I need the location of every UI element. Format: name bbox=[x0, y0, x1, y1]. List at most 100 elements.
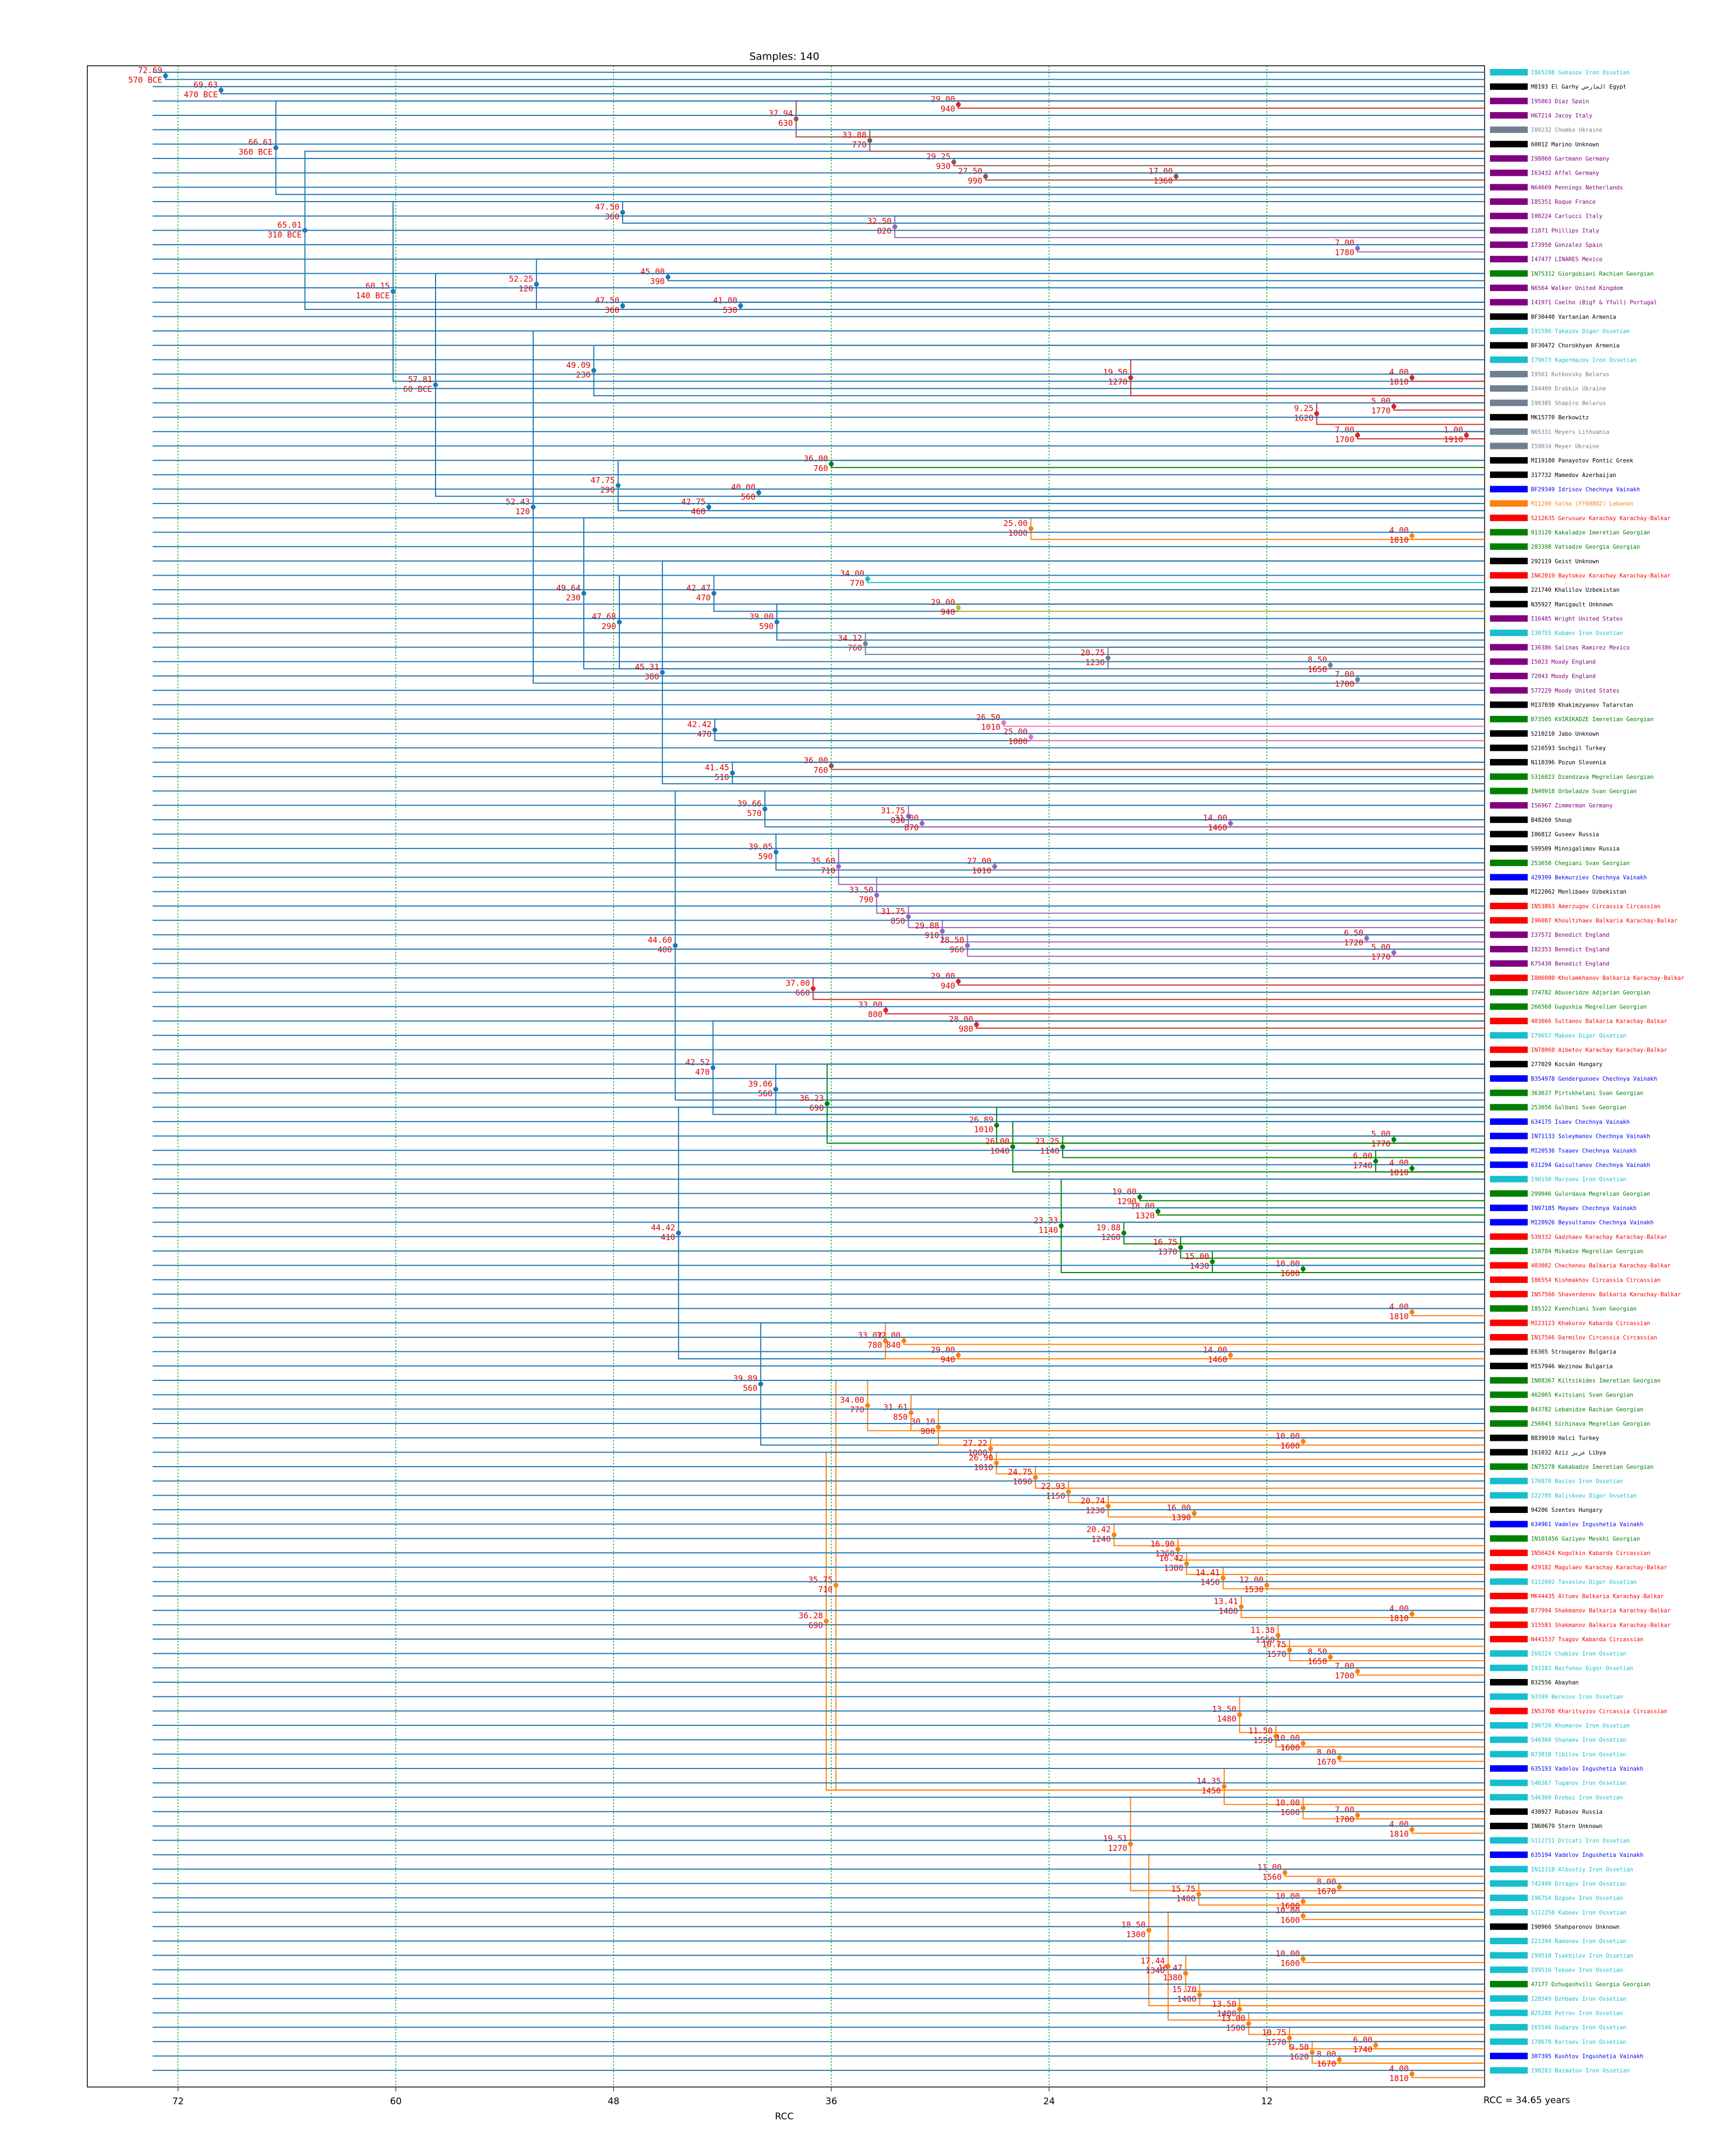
leaf-color-swatch bbox=[1490, 2053, 1528, 2060]
clade-branch bbox=[775, 833, 1485, 871]
leaf-color-swatch bbox=[1490, 673, 1528, 680]
x-tick-label: 36 bbox=[825, 2096, 837, 2107]
clade-node bbox=[1409, 375, 1414, 381]
clade-branch bbox=[953, 158, 1485, 167]
clade-branch bbox=[1157, 1207, 1485, 1216]
node-rcc-label: 15.70 bbox=[1172, 1985, 1196, 1994]
node-year-label: 470 bbox=[695, 1067, 710, 1077]
leaf-color-swatch bbox=[1490, 342, 1528, 349]
clade-branch bbox=[1186, 1552, 1485, 1575]
clade-node bbox=[1246, 2021, 1251, 2026]
node-year-label: 1260 bbox=[1101, 1233, 1121, 1242]
leaf-label: 913120 Kakaladze Imeretian Georgian bbox=[1531, 529, 1650, 536]
clade-branch bbox=[996, 1452, 1485, 1475]
node-rcc-label: 22.93 bbox=[1041, 1482, 1065, 1491]
clade-node bbox=[992, 864, 997, 869]
clade-branch bbox=[1175, 172, 1485, 181]
leaf-label: I1871 Phillips Italy bbox=[1531, 227, 1599, 234]
node-year-label: 390 bbox=[650, 277, 665, 286]
x-axis-ticks: 72 60 48 36 24 12 bbox=[172, 2087, 1273, 2107]
node-year-label: 460 bbox=[691, 507, 706, 516]
leaf-label: MI20926 Beysultanov Chechnya Vainakh bbox=[1531, 1220, 1654, 1226]
node-rcc-label: 5.00 bbox=[1371, 943, 1391, 952]
leaf-label: I90283 Baimatov Iron Ossetian bbox=[1531, 2068, 1630, 2074]
leaf-label: E6365 Strougarov Bulgaria bbox=[1531, 1349, 1616, 1356]
node-rcc-label: 47.50 bbox=[595, 202, 619, 212]
node-rcc-label: 10.00 bbox=[1275, 1259, 1300, 1268]
leaf-color-swatch bbox=[1490, 1895, 1528, 1902]
leaf-color-swatch bbox=[1490, 1736, 1528, 1743]
leaf-color-swatch bbox=[1490, 1434, 1528, 1441]
leaf-color-swatch bbox=[1490, 845, 1528, 852]
clade-node bbox=[1409, 533, 1414, 538]
leaf-color-swatch bbox=[1490, 1363, 1528, 1370]
clade-node bbox=[1287, 1647, 1292, 1653]
clade-branch bbox=[1393, 402, 1485, 411]
leaf-label: I90385 Shapiro Belarus bbox=[1531, 400, 1606, 406]
node-year-label: 1270 bbox=[1108, 1843, 1127, 1853]
node-rcc-label: 14.35 bbox=[1197, 1776, 1221, 1786]
node-year-label: 1770 bbox=[1371, 406, 1391, 416]
leaf-label: I63432 Affel Germany bbox=[1531, 170, 1599, 177]
clade-node bbox=[1337, 1755, 1342, 1760]
node-year-label: 1460 bbox=[1208, 1355, 1227, 1364]
node-rcc-label: 40.00 bbox=[731, 482, 755, 492]
leaf-color-swatch bbox=[1490, 1808, 1528, 1815]
node-year-label: 570 bbox=[747, 808, 762, 818]
leaf-color-swatch bbox=[1490, 227, 1528, 234]
node-rcc-label: 49.09 bbox=[566, 360, 590, 370]
clade-branch bbox=[937, 1408, 1485, 1446]
node-year-label: 1240 bbox=[1091, 1535, 1110, 1544]
clade-branch bbox=[795, 100, 1485, 138]
node-rcc-label: 11.00 bbox=[1258, 1862, 1282, 1872]
node-rcc-label: 27.00 bbox=[967, 856, 991, 866]
clade-branch bbox=[1411, 1609, 1485, 1619]
leaf-label: 256043 Sichinava Megrelian Georgian bbox=[1531, 1421, 1650, 1427]
node-year-label: 940 bbox=[941, 1355, 955, 1364]
clade-branch bbox=[838, 848, 1485, 885]
x-tick-label: 72 bbox=[172, 2096, 184, 2107]
clade-branch bbox=[1177, 1538, 1485, 1561]
leaf-label: 363637 Pirtskhelani Svan Georgian bbox=[1531, 1090, 1644, 1097]
clade-node bbox=[1300, 1899, 1306, 1904]
leaf-color-swatch bbox=[1490, 1507, 1528, 1513]
clade-branch bbox=[1266, 1581, 1485, 1590]
leaf-color-swatch bbox=[1490, 529, 1528, 536]
leaf-label: I28549 Dzhbaev Iron Ossetian bbox=[1531, 1996, 1626, 2002]
clade-node bbox=[762, 806, 768, 812]
clade-node bbox=[1010, 1144, 1016, 1150]
leaf-label: I98060 Gartmann Germany bbox=[1531, 156, 1609, 162]
node-rcc-label: 31.75 bbox=[881, 806, 905, 816]
node-year-label: 230 bbox=[576, 370, 590, 379]
leaf-color-swatch bbox=[1490, 1952, 1528, 1959]
clade-node bbox=[738, 303, 743, 308]
node-rcc-label: 42.42 bbox=[687, 720, 712, 729]
clade-node bbox=[974, 1022, 979, 1027]
leaf-color-swatch bbox=[1490, 2009, 1528, 2016]
node-year-label: 770 bbox=[850, 578, 864, 588]
node-year-label: 1600 bbox=[1280, 1743, 1300, 1752]
leaf-color-swatch bbox=[1490, 1449, 1528, 1456]
leaf-label: IN60679 Stern Unknown bbox=[1531, 1823, 1603, 1830]
node-year-label: 1600 bbox=[1280, 1268, 1300, 1278]
clade-node bbox=[1174, 174, 1179, 179]
leaf-color-swatch bbox=[1490, 1420, 1528, 1427]
leaf-color-swatch bbox=[1490, 816, 1528, 823]
node-rcc-label: 13.50 bbox=[1212, 1999, 1236, 2009]
node-year-label: 470 bbox=[696, 593, 710, 603]
leaf-color-swatch bbox=[1490, 831, 1528, 838]
leaf-color-swatch bbox=[1490, 1075, 1528, 1082]
node-rcc-label: 13.50 bbox=[1212, 1704, 1236, 1714]
node-rcc-label: 42.75 bbox=[681, 497, 706, 507]
node-rcc-label: 19.88 bbox=[1096, 1223, 1121, 1233]
node-year-label: 290 bbox=[601, 485, 615, 495]
leaf-color-swatch bbox=[1490, 1521, 1528, 1528]
clade-branch bbox=[1240, 1595, 1485, 1619]
node-rcc-label: 26.00 bbox=[985, 1137, 1010, 1146]
node-rcc-label: 14.00 bbox=[1203, 1345, 1227, 1355]
node-rcc-label: 27.50 bbox=[958, 166, 982, 176]
leaf-label: 577229 Moody United States bbox=[1531, 688, 1619, 694]
node-rcc-label: 10.00 bbox=[1275, 1948, 1300, 1958]
clade-node bbox=[1300, 1266, 1306, 1272]
